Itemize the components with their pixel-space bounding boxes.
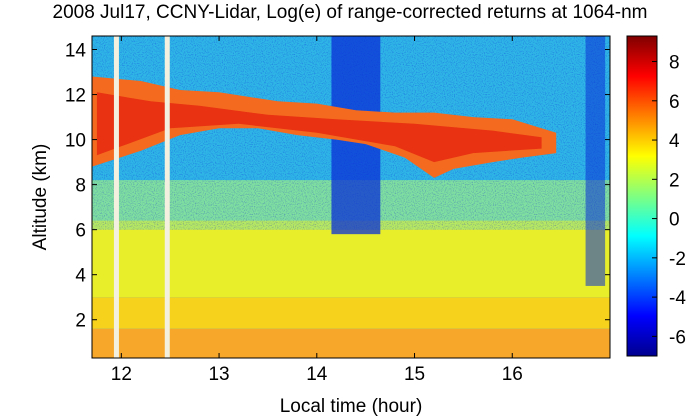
- x-axis: 12 13 14 15 16: [111, 36, 523, 385]
- y-tick-label: 14: [65, 41, 87, 62]
- y-tick-label: 12: [65, 86, 86, 107]
- colorbar-tick-label: 8: [669, 53, 680, 74]
- x-axis-label: Local time (hour): [280, 396, 423, 417]
- colorbar-tick-label: -2: [669, 249, 686, 270]
- plot-area: [92, 36, 610, 358]
- y-tick-label: 2: [75, 311, 86, 332]
- plot-frame: [91, 35, 611, 359]
- colorbar-tick-label: -6: [669, 327, 686, 348]
- x-tick-label: 13: [208, 364, 229, 385]
- colorbar: [626, 35, 658, 357]
- data-gap: [164, 36, 170, 358]
- cirrus-core: [96, 92, 542, 163]
- x-tick-label: 15: [404, 364, 425, 385]
- y-tick-label: 6: [75, 221, 86, 242]
- data-gap: [113, 36, 119, 358]
- y-tick-label: 4: [75, 266, 86, 287]
- x-tick-label: 16: [502, 364, 523, 385]
- late-clear-column: [585, 36, 606, 286]
- colorbar-tick-label: 2: [669, 170, 680, 191]
- x-tick-label: 14: [306, 364, 328, 385]
- y-tick-label: 8: [75, 176, 86, 197]
- chart-title: 2008 Jul17, CCNY-Lidar, Log(e) of range-…: [52, 2, 648, 23]
- colorbar-tick-label: -4: [669, 288, 686, 309]
- lower-bl-band: [92, 297, 610, 329]
- colorbar-tick-label: 4: [669, 131, 680, 152]
- y-axis-label: Altitude (km): [30, 144, 51, 251]
- x-tick-label: 12: [111, 364, 132, 385]
- colorbar-tick-label: 0: [669, 210, 680, 231]
- boundary-layer-band: [92, 229, 610, 298]
- colorbar-tick-label: 6: [669, 92, 680, 113]
- y-axis: 2 4 6 8 10 12 14: [65, 41, 610, 332]
- colorbar-ticks: 8 6 4 2 0 -2 -4 -6: [652, 53, 686, 348]
- y-tick-label: 10: [65, 131, 86, 152]
- surface-layer-band: [92, 328, 610, 358]
